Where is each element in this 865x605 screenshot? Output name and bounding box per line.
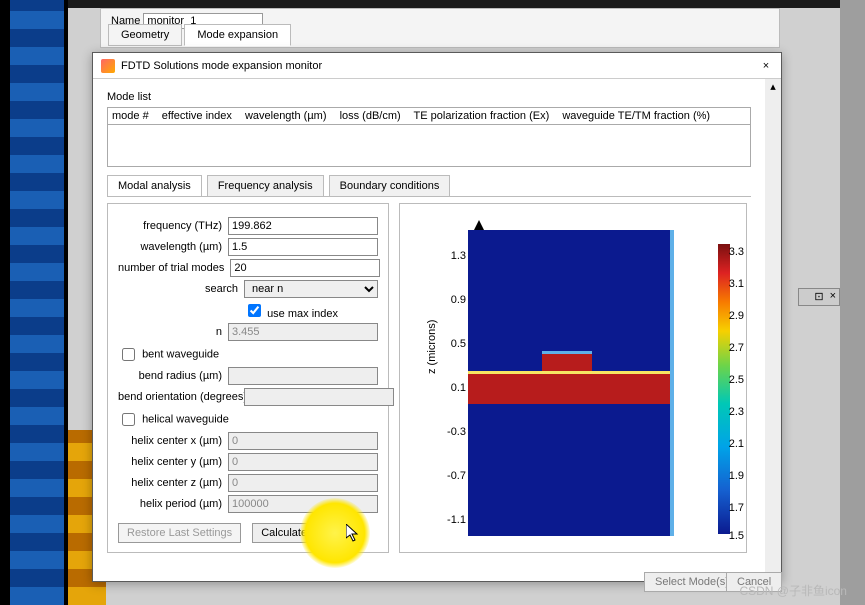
modal-analysis-form: frequency (THz) wavelength (µm) number o… [107,203,389,553]
col-tetm: waveguide TE/TM fraction (%) [562,110,710,122]
helical-waveguide-label: helical waveguide [142,413,229,425]
tab-mode-expansion[interactable]: Mode expansion [184,24,291,46]
y-tick: 1.3 [444,250,466,262]
tab-geometry[interactable]: Geometry [108,24,182,46]
y-tick: 0.5 [444,338,466,350]
y-tick: -0.7 [444,470,466,482]
col-loss: loss (dB/cm) [340,110,401,122]
n-label: n [118,326,222,338]
bend-radius-label: bend radius (µm) [118,370,222,382]
axis-arrow-icon [474,220,484,230]
frequency-label: frequency (THz) [118,220,222,232]
colorbar-tick: 1.7 [729,502,744,514]
tab-modal-analysis[interactable]: Modal analysis [107,175,202,196]
close-icon[interactable]: × [830,290,836,302]
helix-x-input [228,432,378,450]
tab-frequency-analysis[interactable]: Frequency analysis [207,175,324,196]
helix-period-input [228,495,378,513]
bent-waveguide-checkbox[interactable] [122,348,135,361]
close-button[interactable]: × [757,57,775,75]
ridge-cap [542,351,592,354]
y-tick: -0.3 [444,426,466,438]
index-profile-plot: z (microns) 1.3 0.9 0.5 0.1 -0.3 -0.7 -1.1 3.3… [399,203,747,553]
search-select[interactable]: near n [244,280,378,298]
bg-strip [840,0,865,605]
mode-list-table[interactable]: mode # effective index wavelength (µm) l… [107,107,751,167]
bend-radius-input [228,367,378,385]
app-topbar: and • tips [0,0,865,8]
colorbar-tick: 2.9 [729,310,744,322]
use-max-index-label: use max index [267,308,338,320]
colorbar-tick: 2.5 [729,374,744,386]
dialog-content: Mode list mode # effective index wavelen… [93,79,765,581]
colorbar-tick: 2.3 [729,406,744,418]
col-mode-num: mode # [112,110,149,122]
bend-orient-label: bend orientation (degrees) [118,391,238,403]
helix-x-label: helix center x (µm) [118,435,222,447]
helix-period-label: helix period (µm) [118,498,222,510]
watermark: CSDN @子非鱼icon [739,582,847,599]
app-logo-icon [101,59,115,73]
colorbar-tick: 2.1 [729,438,744,450]
frequency-input[interactable] [228,217,378,235]
restore-settings-button[interactable]: Restore Last Settings [118,523,241,543]
scroll-up-icon[interactable]: ▴ [766,80,780,94]
mini-toolbar: × ⊡ [798,288,840,306]
colorbar-tick: 1.5 [729,530,744,542]
col-neff: effective index [162,110,232,122]
dialog-title: FDTD Solutions mode expansion monitor [121,60,322,72]
trial-modes-label: number of trial modes [118,262,224,274]
colorbar-tick: 1.9 [729,470,744,482]
y-tick: -1.1 [444,514,466,526]
colorbar-tick: 2.7 [729,342,744,354]
bg-strip [10,0,64,605]
mode-table-header: mode # effective index wavelength (µm) l… [108,108,750,125]
window-icon[interactable]: ⊡ [814,290,823,303]
tab-boundary-conditions[interactable]: Boundary conditions [329,175,451,196]
helix-y-input [228,453,378,471]
chart-area: z (microns) 1.3 0.9 0.5 0.1 -0.3 -0.7 -1.1 [428,214,702,542]
mode-expansion-dialog: FDTD Solutions mode expansion monitor × … [92,52,782,582]
wavelength-label: wavelength (µm) [118,241,222,253]
outer-tabs: Geometry Mode expansion [108,24,290,46]
col-te-frac: TE polarization fraction (Ex) [414,110,550,122]
helix-z-label: helix center z (µm) [118,477,222,489]
bg-strip [0,0,10,605]
n-input [228,323,378,341]
waveguide-slab [468,374,674,404]
y-axis-label: z (microns) [426,320,438,374]
mode-list-label: Mode list [107,91,751,103]
y-tick: 0.9 [444,294,466,306]
bend-orient-input [244,388,394,406]
helical-waveguide-checkbox[interactable] [122,413,135,426]
interface-line [468,371,674,374]
calculate-modes-button[interactable]: Calculate Modes [252,523,352,543]
colorbar-tick: 3.1 [729,278,744,290]
y-tick: 0.1 [444,382,466,394]
helix-z-input [228,474,378,492]
bent-waveguide-label: bent waveguide [142,348,219,360]
analysis-tabs: Modal analysis Frequency analysis Bounda… [107,175,751,197]
wavelength-input[interactable] [228,238,378,256]
col-wavelength: wavelength (µm) [245,110,327,122]
colorbar-tick: 3.3 [729,246,744,258]
trial-modes-input[interactable] [230,259,380,277]
dialog-scrollbar[interactable]: ▴ [765,79,781,583]
helix-y-label: helix center y (µm) [118,456,222,468]
search-label: search [118,283,238,295]
dialog-titlebar[interactable]: FDTD Solutions mode expansion monitor × [93,53,781,79]
use-max-index-checkbox[interactable] [248,304,261,317]
plot-right-edge [670,230,674,536]
